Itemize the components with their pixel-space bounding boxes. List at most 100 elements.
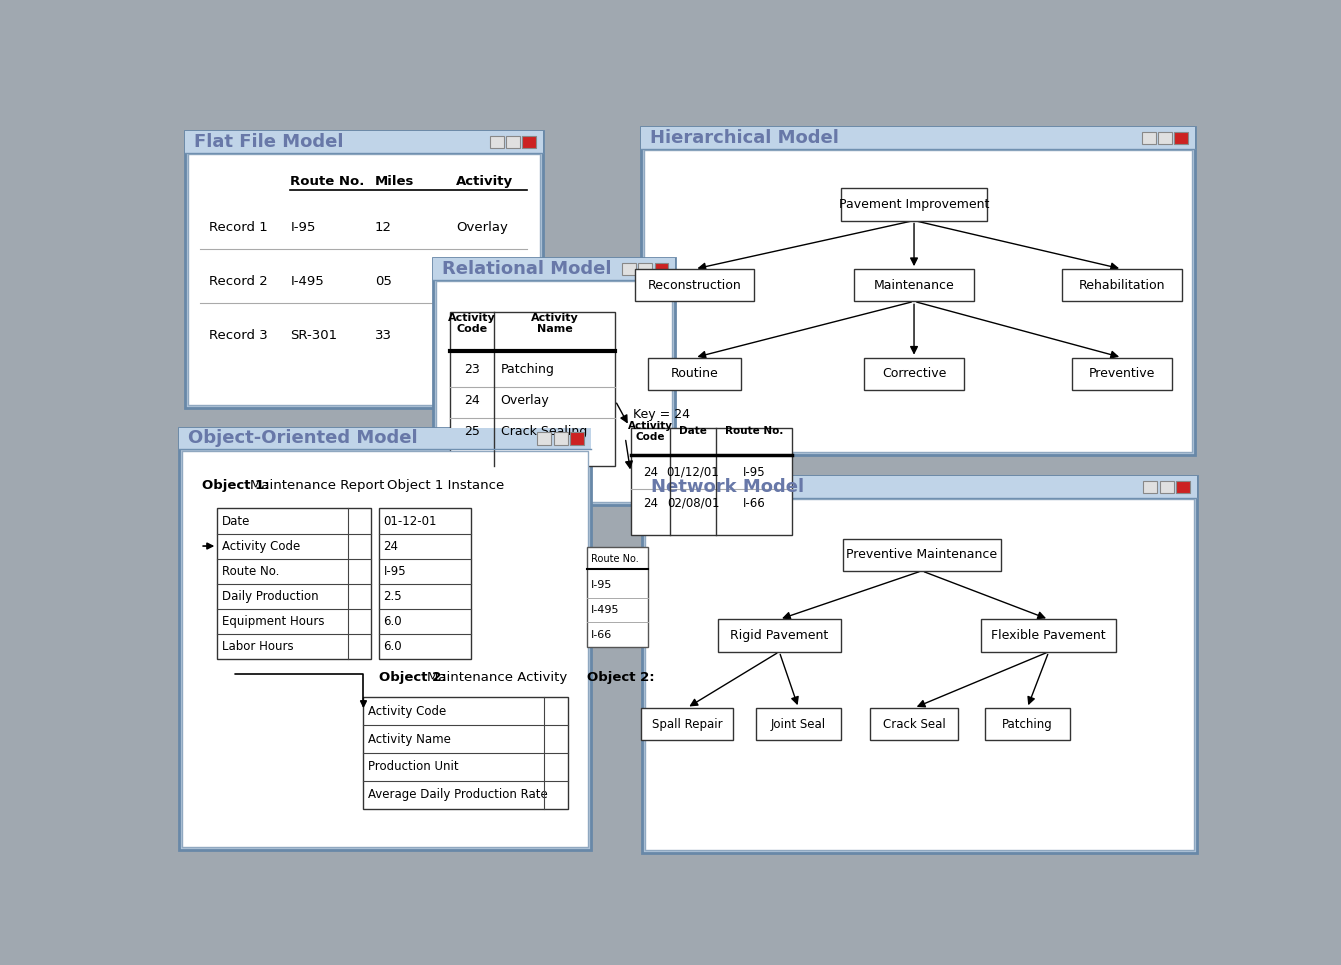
Text: I-95: I-95 [291,221,315,234]
Text: Activity Name: Activity Name [367,732,451,746]
Bar [641,127,1195,149]
Text: Record 3: Record 3 [209,329,268,342]
Bar [178,427,590,450]
Bar [854,269,974,301]
Bar [1160,481,1173,493]
Text: Flexible Pavement: Flexible Pavement [991,629,1106,642]
Text: I-66: I-66 [590,630,611,640]
Text: Object 2:: Object 2: [380,672,447,684]
Text: I-66: I-66 [743,497,766,510]
Text: 24: 24 [642,466,658,479]
Bar [1071,358,1172,390]
Text: Object-Oriented Model: Object-Oriented Model [188,429,417,448]
Text: I-95: I-95 [743,466,766,479]
Text: Object 1 Instance: Object 1 Instance [386,479,504,492]
Text: Daily Production: Daily Production [221,590,318,602]
Text: Routine: Routine [670,368,719,380]
Text: 24: 24 [384,539,398,553]
Text: SR-301: SR-301 [291,329,338,342]
Text: Overlay: Overlay [456,221,508,234]
Bar [654,262,668,275]
Bar [363,697,567,809]
Text: Joint Seal: Joint Seal [771,718,826,731]
Text: Maintenance Activity: Maintenance Activity [426,672,567,684]
Text: 25: 25 [464,425,480,438]
Text: Preventive Maintenance: Preventive Maintenance [846,548,998,562]
Bar [717,620,841,651]
Bar [641,127,1195,455]
Bar [649,358,740,390]
Text: 6.0: 6.0 [384,615,402,627]
Text: Maintenance Report: Maintenance Report [249,479,384,492]
Bar [449,312,616,466]
Bar [538,432,551,445]
Text: Hierarchical Model: Hierarchical Model [650,129,838,147]
Bar [984,708,1070,740]
Text: Reconstruction: Reconstruction [648,279,742,291]
Text: Spall Repair: Spall Repair [652,718,723,731]
Bar [433,259,676,505]
Text: Object 1:: Object 1: [201,479,270,492]
Bar [380,509,471,659]
Text: Overlay: Overlay [500,394,550,407]
Text: 02/08/01: 02/08/01 [666,497,719,510]
Bar [982,620,1116,651]
Text: Network Model: Network Model [652,478,805,496]
Bar [178,427,590,849]
Text: Crack Sealing: Crack Sealing [500,425,587,438]
Text: Date: Date [221,514,251,528]
Bar [1144,481,1157,493]
Text: Date: Date [679,427,707,436]
Text: Activity: Activity [456,175,514,188]
Text: Labor Hours: Labor Hours [221,640,294,652]
Text: 12: 12 [375,221,392,234]
Bar [642,476,1196,853]
Text: Pavement Improvement: Pavement Improvement [839,198,990,210]
Text: Rigid Pavement: Rigid Pavement [730,629,829,642]
Bar [645,499,1193,850]
Bar [506,136,520,149]
Text: 24: 24 [464,394,480,407]
Bar [634,269,754,301]
Bar [756,708,841,740]
Bar [638,262,652,275]
Text: Flat File Model: Flat File Model [194,133,343,151]
Bar [433,259,676,280]
Bar [622,262,636,275]
Text: Relational Model: Relational Model [443,260,611,278]
Bar [554,432,567,445]
Bar [217,509,371,659]
Text: Activity Code: Activity Code [221,539,300,553]
Text: Rehabilitation: Rehabilitation [1078,279,1165,291]
Bar [642,476,1196,498]
Text: Average Daily Production Rate: Average Daily Production Rate [367,788,548,801]
Bar [185,131,543,408]
Bar [570,432,583,445]
Text: 05: 05 [375,275,392,288]
Text: 01/12/01: 01/12/01 [666,466,719,479]
Text: Activity
Code: Activity Code [628,421,673,442]
Text: I-95: I-95 [384,565,406,578]
Bar [188,154,540,405]
Text: Route No.: Route No. [725,427,783,436]
Text: 6.0: 6.0 [384,640,402,652]
Text: Maintenance: Maintenance [873,279,955,291]
Bar [522,136,536,149]
Bar [842,538,1000,571]
Text: 23: 23 [464,364,480,376]
Bar [864,358,964,390]
Text: Production Unit: Production Unit [367,760,459,773]
Text: I-495: I-495 [590,605,620,615]
Bar [587,547,649,648]
Text: I-95: I-95 [590,581,611,591]
Text: Key = 24: Key = 24 [633,408,691,421]
Text: Route No.: Route No. [590,554,638,564]
Text: Activity
Name: Activity Name [531,313,579,335]
Bar [1159,132,1172,145]
Text: Record 2: Record 2 [209,275,268,288]
Text: Route No.: Route No. [291,175,365,188]
Text: I-495: I-495 [291,275,325,288]
Bar [841,188,987,221]
Text: Preventive: Preventive [1089,368,1155,380]
Text: Activity
Code: Activity Code [448,313,496,335]
